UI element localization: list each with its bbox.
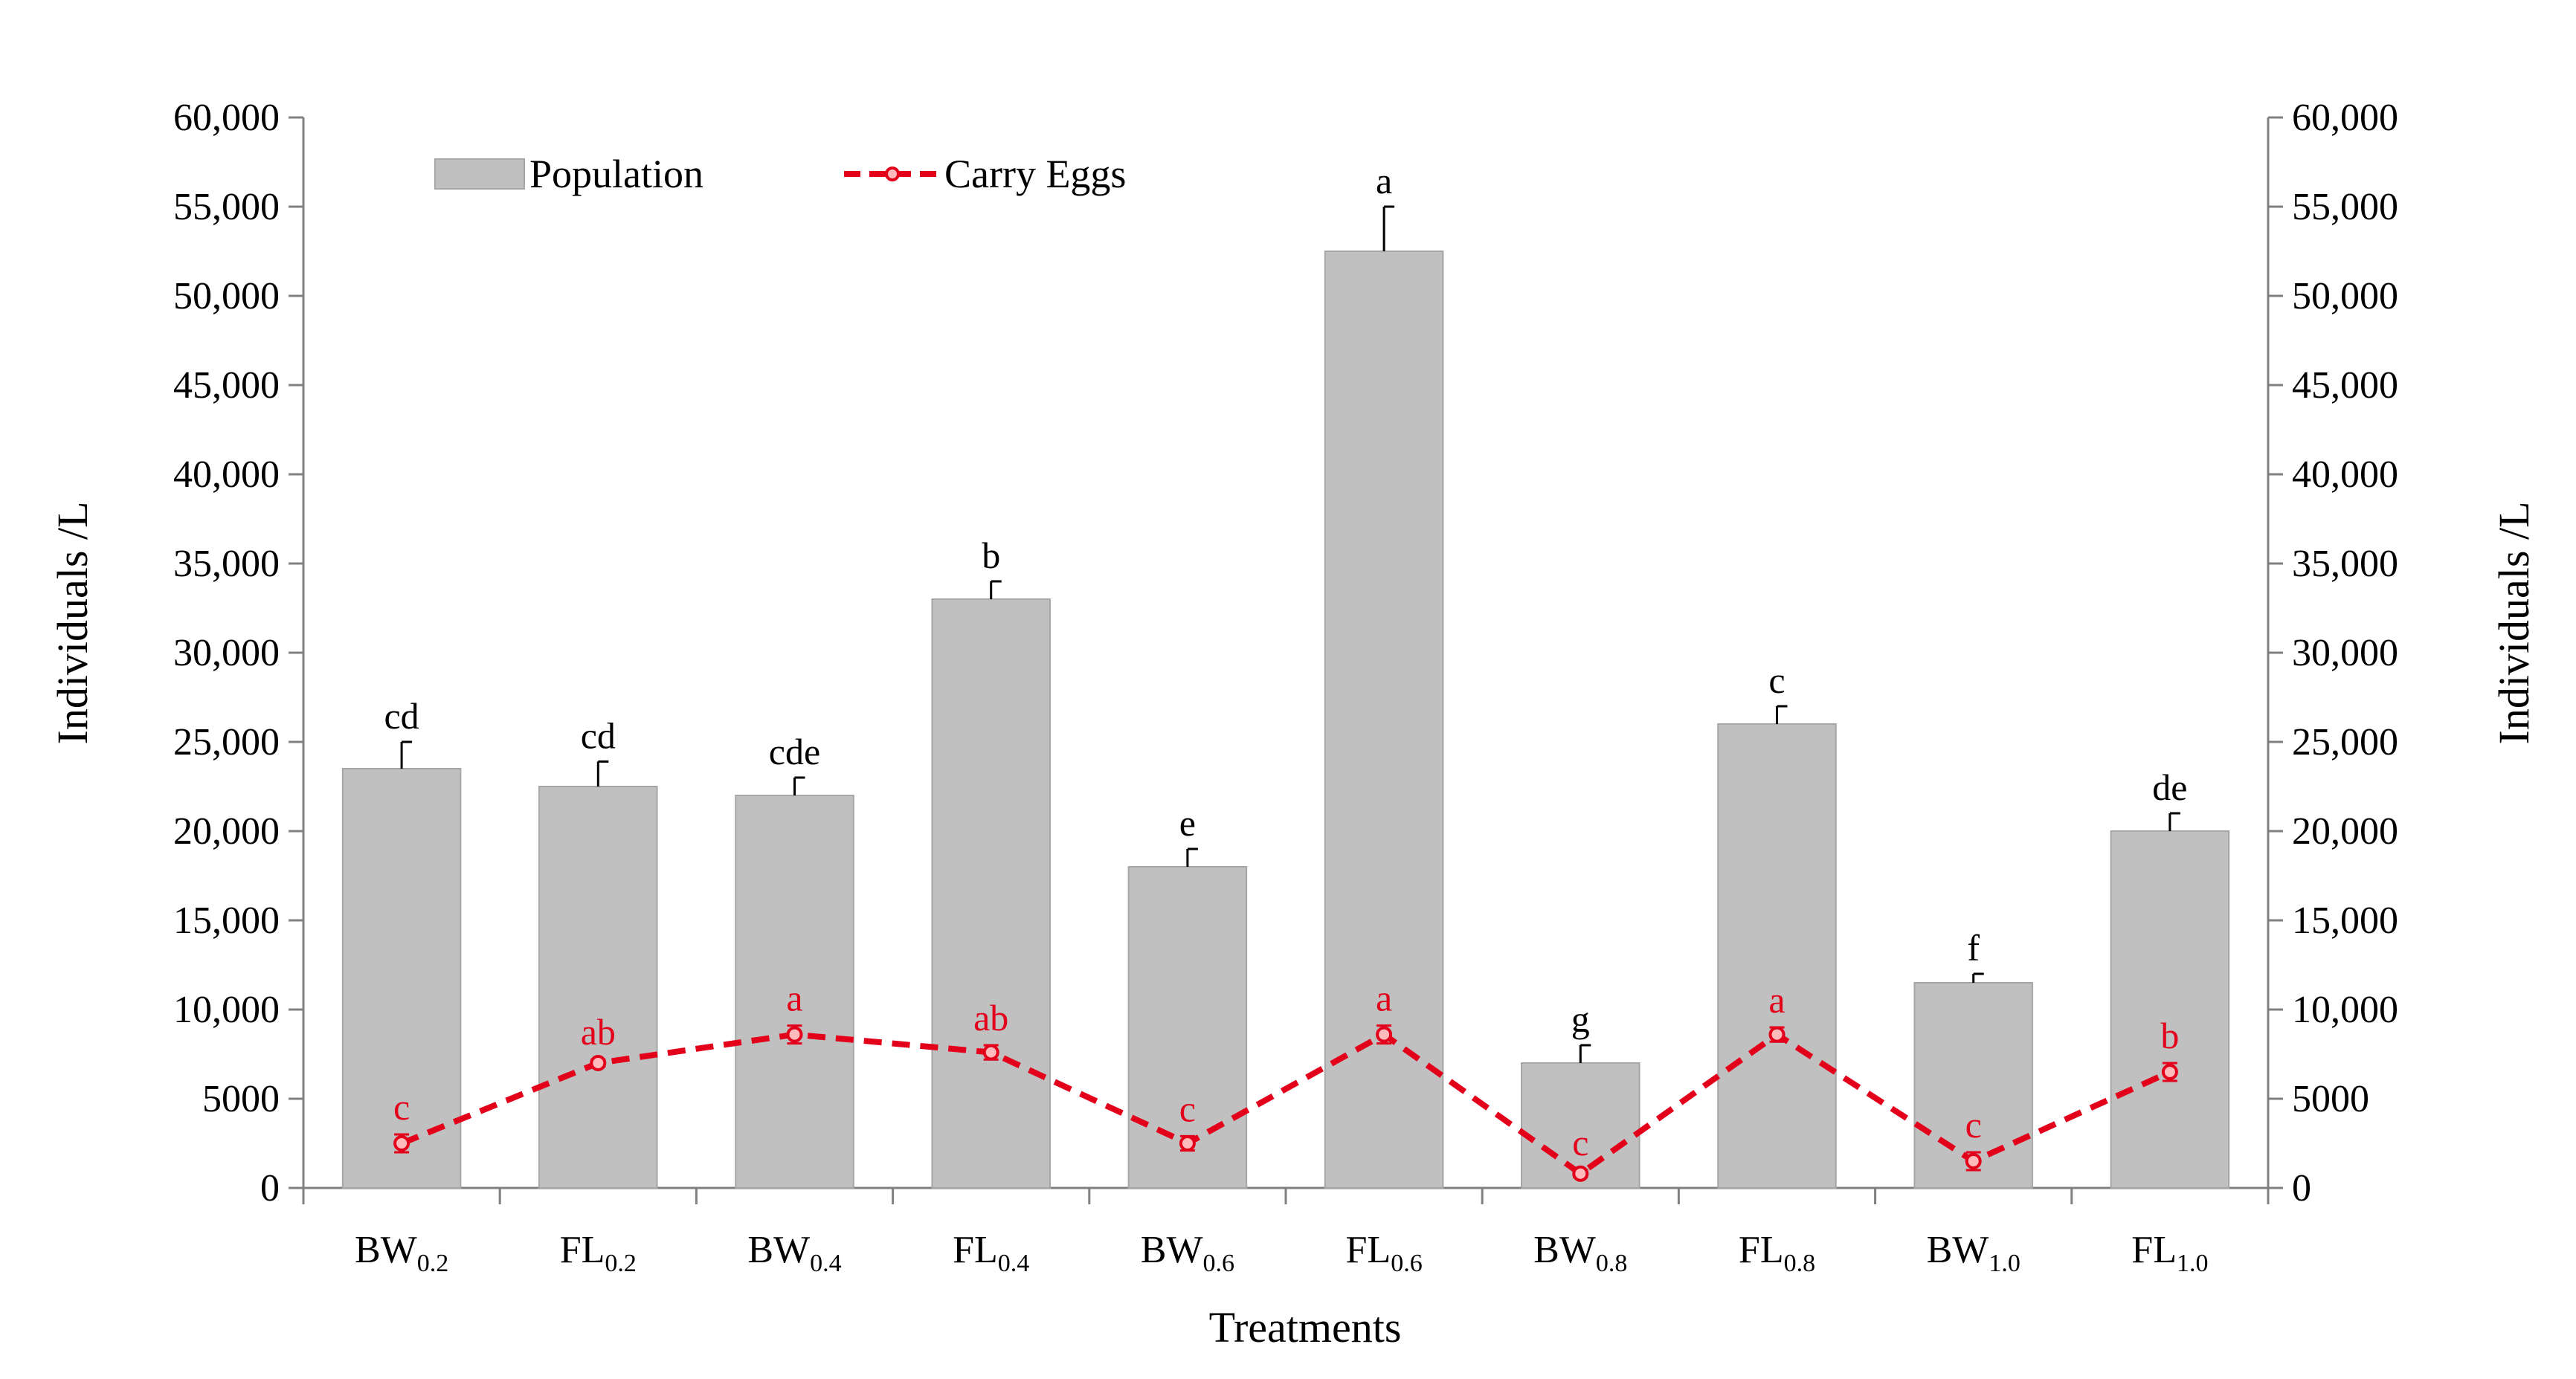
y-tick-label: 20,000 (173, 810, 280, 853)
legend-carry-eggs-label: Carry Eggs (944, 152, 1126, 196)
y2-axis-title: Individuals /L (2490, 501, 2538, 744)
population-significance-label: a (1376, 160, 1392, 201)
carry-eggs-point (1572, 1165, 1589, 1182)
x-tick-label: FL0.6 (1346, 1229, 1423, 1277)
y-tick-label: 60,000 (173, 97, 280, 139)
bar (538, 786, 658, 1189)
carry-eggs-point (786, 1026, 803, 1043)
y-tick-label: 0 (260, 1167, 280, 1210)
y-tick-label: 15,000 (173, 900, 280, 942)
population-significance-label: de (2152, 766, 2187, 808)
bar (1127, 866, 1248, 1189)
x-tick-label: BW1.0 (1927, 1229, 2020, 1277)
population-significance-label: b (982, 535, 1000, 576)
bar (1717, 723, 1837, 1189)
y-tick-label: 40,000 (173, 453, 280, 496)
carry-eggs-significance-label: c (1572, 1122, 1588, 1163)
carry-eggs-significance-label: c (1179, 1088, 1196, 1129)
carry-eggs-significance-label: b (2160, 1015, 2179, 1056)
y-tick-label: 10,000 (173, 989, 280, 1031)
carry-eggs-point (1965, 1153, 1982, 1169)
y2-tick-label: 40,000 (2292, 453, 2398, 496)
bar (1324, 251, 1444, 1189)
carry-eggs-point (590, 1055, 607, 1071)
y2-tick-label: 35,000 (2292, 543, 2398, 585)
carry-eggs-point (1179, 1135, 1196, 1152)
y2-tick-label: 5000 (2292, 1078, 2369, 1120)
x-tick-label: BW0.4 (747, 1229, 841, 1277)
legend-carry-eggs-marker (885, 167, 900, 181)
y2-tick-label: 30,000 (2292, 632, 2398, 674)
carry-eggs-significance-label: c (393, 1086, 410, 1128)
y2-tick-label: 50,000 (2292, 275, 2398, 317)
bar (341, 768, 462, 1189)
carry-eggs-point (2161, 1064, 2178, 1080)
carry-eggs-point (393, 1135, 410, 1152)
population-significance-label: e (1179, 802, 1196, 844)
carry-eggs-significance-label: a (1376, 978, 1392, 1019)
line-series (393, 1024, 2178, 1182)
bar (735, 795, 854, 1189)
carry-eggs-significance-label: a (1768, 979, 1785, 1021)
bar (931, 598, 1051, 1189)
y2-tick-label: 25,000 (2292, 721, 2398, 763)
carry-eggs-significance-label: c (1965, 1104, 1982, 1146)
y2-tick-label: 60,000 (2292, 97, 2398, 139)
x-tick-label: BW0.6 (1141, 1229, 1234, 1277)
bar (2110, 830, 2230, 1189)
x-tick-label: FL1.0 (2131, 1229, 2208, 1277)
carry-eggs-point (1376, 1026, 1393, 1043)
y-tick-label: 45,000 (173, 364, 280, 407)
x-tick-label: BW0.2 (355, 1229, 448, 1277)
carry-eggs-point (982, 1044, 999, 1061)
y2-tick-label: 15,000 (2292, 900, 2398, 942)
legend-population-label: Population (529, 152, 703, 196)
y2-tick-label: 45,000 (2292, 364, 2398, 407)
carry-eggs-line (400, 1030, 2171, 1178)
carry-eggs-significance-label: a (786, 978, 802, 1019)
y-tick-label: 55,000 (173, 186, 280, 228)
x-tick-label: FL0.4 (953, 1229, 1029, 1277)
legend: Population Carry Eggs (434, 152, 1126, 196)
x-tick-label: FL0.2 (560, 1229, 637, 1277)
population-significance-label: cde (769, 731, 820, 772)
population-significance-label: f (1967, 927, 1980, 969)
y-tick-label: 35,000 (173, 543, 280, 585)
x-tick-label: FL0.8 (1739, 1229, 1815, 1277)
bar-series (341, 205, 2230, 1189)
y-tick-label: 25,000 (173, 721, 280, 763)
y-tick-label: 5000 (202, 1078, 280, 1120)
population-significance-label: c (1768, 659, 1785, 701)
y2-tick-label: 55,000 (2292, 186, 2398, 228)
significance-labels: cd cd cde b e a g c f de c ab a ab c a c a c b (384, 160, 2187, 1163)
x-tick-label: BW0.8 (1533, 1229, 1627, 1277)
carry-eggs-point (1768, 1026, 1786, 1043)
y2-tick-label: 10,000 (2292, 989, 2398, 1031)
carry-eggs-significance-label: ab (581, 1011, 616, 1053)
population-significance-label: cd (581, 714, 616, 756)
x-axis-title: Treatments (1209, 1303, 1402, 1351)
y2-tick-label: 20,000 (2292, 810, 2398, 853)
legend-population-swatch (434, 158, 525, 190)
y-tick-label: 50,000 (173, 275, 280, 317)
axes: 0 0 5000 5000 10,000 10,000 15,000 15,000 20,000… (173, 97, 2398, 1277)
population-significance-label: g (1571, 998, 1590, 1040)
population-significance-label: cd (384, 695, 419, 737)
y-axis-title: Individuals /L (48, 501, 97, 744)
carry-eggs-significance-label: ab (973, 997, 1008, 1039)
y-tick-label: 30,000 (173, 632, 280, 674)
y2-tick-label: 0 (2292, 1167, 2311, 1210)
